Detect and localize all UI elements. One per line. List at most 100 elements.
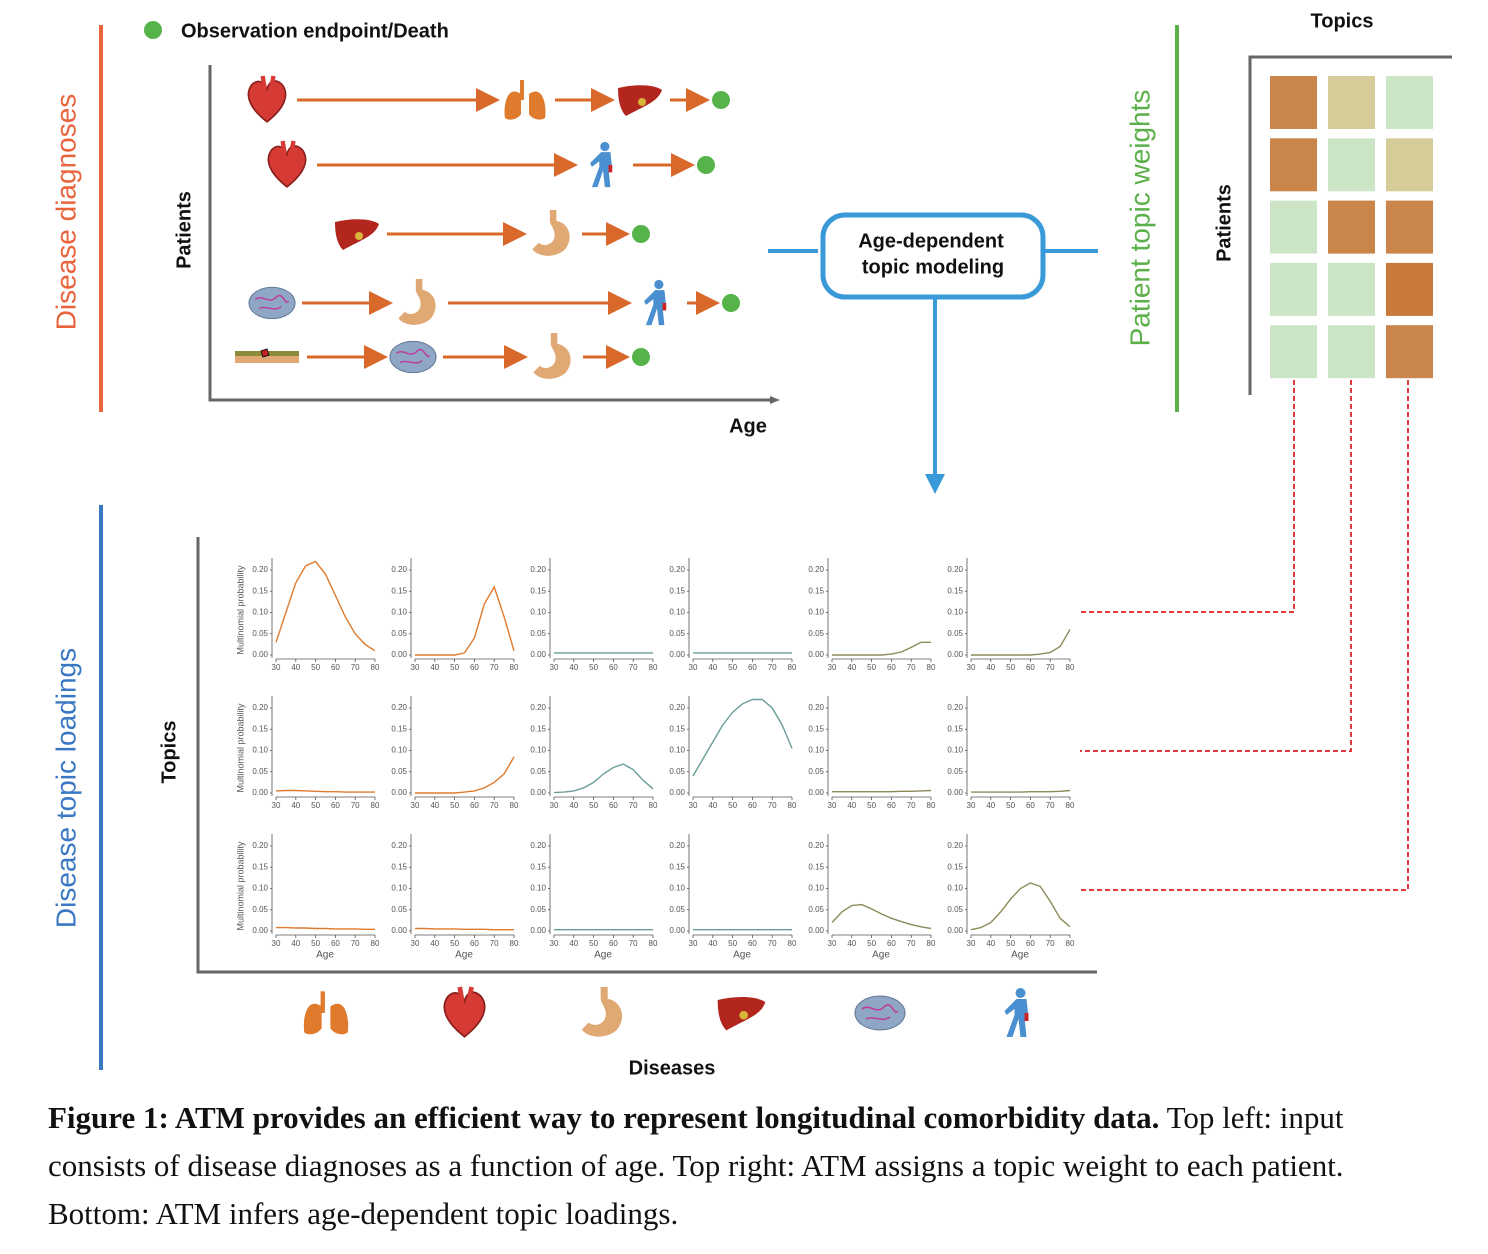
y-tick-label: 0.15 [391, 724, 407, 733]
y-tick-label: 0.05 [808, 629, 824, 638]
y-tick-label: 0.10 [252, 746, 268, 755]
x-tick-label: 30 [689, 801, 698, 810]
y-tick-label: 0.10 [530, 608, 546, 617]
y-tick-label: 0.10 [391, 884, 407, 893]
loading-curve [832, 789, 932, 793]
x-tick-label: 60 [748, 939, 757, 948]
model-box [820, 212, 1046, 300]
x-tick-label: 80 [788, 663, 797, 672]
loadings: Disease topic loadings Topics Diseases 0… [50, 505, 1097, 1079]
x-tick-label: 40 [986, 939, 995, 948]
axes [208, 65, 775, 402]
y-tick-label: 0.15 [252, 586, 268, 595]
icon-liver [717, 996, 766, 1031]
loading-curve [553, 763, 654, 794]
x-tick-label: 80 [649, 663, 658, 672]
x-tick-label: 40 [291, 801, 300, 810]
icon-brain [389, 340, 437, 374]
x-tick-label: 70 [768, 939, 777, 948]
icon-stomach [533, 333, 571, 379]
x-tick-label: 80 [649, 801, 658, 810]
y-tick-label: 0.05 [391, 767, 407, 776]
icon-bone [233, 347, 301, 365]
y-tick-label: 0.00 [669, 788, 685, 797]
y-tick-label: 0.10 [669, 746, 685, 755]
x-tick-label: 60 [887, 663, 896, 672]
loading-curve [276, 926, 375, 930]
y-tick-label: 0.05 [947, 905, 963, 914]
endpoint-dot [722, 294, 740, 312]
x-tick-label: 70 [490, 801, 499, 810]
x-tick-label: 50 [589, 939, 598, 948]
model-line: Age-dependent [858, 230, 1004, 252]
endpoint-dot [712, 91, 730, 109]
x-tick-label: 40 [430, 801, 439, 810]
x-tick-label: 50 [450, 801, 459, 810]
x-tick-label: 50 [1006, 663, 1015, 672]
icon-stomach [581, 987, 623, 1037]
x-tick-label: 60 [609, 939, 618, 948]
y-tick-label: 0.20 [391, 565, 407, 574]
x-tick-label: 40 [569, 801, 578, 810]
section-title: Disease topic loadings [50, 648, 81, 928]
icon-liver [618, 85, 662, 116]
y-tick-label: 0.05 [252, 905, 268, 914]
y-tick-label: 0.05 [669, 767, 685, 776]
section-title: Patient topic weights [1124, 90, 1155, 347]
y-tick-label: 0.20 [947, 565, 963, 574]
x-tick-label: 80 [1066, 663, 1075, 672]
y-tick-label: 0.00 [530, 926, 546, 935]
y-tick-label: 0.00 [530, 650, 546, 659]
loading-curve [971, 629, 1071, 656]
x-label: Topics [1311, 10, 1374, 32]
y-tick-label: 0.00 [252, 788, 268, 797]
x-tick-label: 30 [967, 663, 976, 672]
y-tick-label: 0.05 [252, 629, 268, 638]
panel-x-label: Age [733, 950, 751, 961]
y-tick-label: 0.15 [947, 724, 963, 733]
x-tick-label: 70 [351, 801, 360, 810]
x-tick-label: 40 [430, 939, 439, 948]
y-tick-label: 0.10 [808, 746, 824, 755]
y-tick-label: 0.20 [530, 703, 546, 712]
icon-liver [335, 219, 379, 250]
loading-curve [832, 641, 931, 656]
x-tick-label: 30 [550, 663, 559, 672]
loading-curve [275, 560, 376, 652]
panel-y-label: Multinomial probability [235, 565, 245, 655]
x-tick-label: 50 [728, 663, 737, 672]
x-tick-label: 70 [907, 939, 916, 948]
weight-cell [1270, 200, 1317, 254]
y-tick-label: 0.10 [947, 746, 963, 755]
weight-cell [1270, 138, 1317, 192]
y-tick-label: 0.20 [530, 841, 546, 850]
x-tick-label: 80 [927, 801, 936, 810]
endpoint-dot [632, 225, 650, 243]
y-tick-label: 0.00 [947, 650, 963, 659]
y-tick-label: 0.10 [669, 608, 685, 617]
x-tick-label: 30 [272, 939, 281, 948]
y-tick-label: 0.10 [947, 608, 963, 617]
x-tick-label: 50 [311, 801, 320, 810]
y-tick-label: 0.15 [808, 862, 824, 871]
x-tick-label: 60 [470, 939, 479, 948]
y-tick-label: 0.00 [530, 788, 546, 797]
x-tick-label: 40 [708, 801, 717, 810]
weight-cell [1386, 325, 1433, 379]
y-tick-label: 0.20 [391, 703, 407, 712]
x-tick-label: 70 [629, 663, 638, 672]
y-tick-label: 0.05 [391, 629, 407, 638]
x-tick-label: 30 [411, 939, 420, 948]
x-tick-label: 50 [589, 663, 598, 672]
y-tick-label: 0.20 [669, 565, 685, 574]
model-line: topic modeling [862, 256, 1004, 278]
x-tick-label: 60 [609, 663, 618, 672]
y-tick-label: 0.05 [947, 767, 963, 776]
x-tick-label: 30 [411, 801, 420, 810]
loading-curve [692, 698, 793, 777]
x-tick-label: 30 [550, 801, 559, 810]
x-tick-label: 60 [748, 801, 757, 810]
x-tick-label: 40 [847, 939, 856, 948]
y-tick-label: 0.05 [808, 905, 824, 914]
